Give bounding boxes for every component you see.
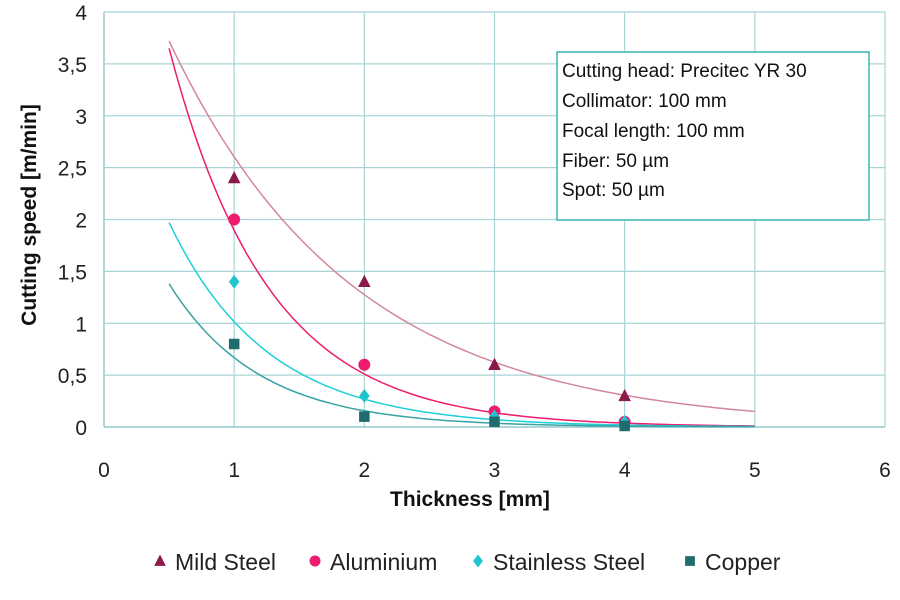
data-point-copper: [359, 411, 370, 422]
data-point-aluminium: [358, 358, 371, 371]
x-axis-title: Thickness [mm]: [390, 488, 550, 511]
x-tick-label: 3: [489, 459, 501, 482]
y-tick-label: 1,5: [58, 261, 87, 284]
data-point-mild-steel: [488, 357, 501, 370]
y-tick-label: 1: [75, 313, 87, 336]
legend-marker-mild-steel: [154, 554, 166, 566]
annotation-line: Spot: 50 µm: [562, 180, 665, 201]
y-tick-label: 3,5: [58, 54, 87, 77]
x-tick-label: 2: [358, 459, 370, 482]
legend-marker-copper: [685, 556, 695, 566]
annotation-line: Fiber: 50 µm: [562, 151, 669, 172]
data-point-stainless-steel: [228, 274, 240, 289]
data-points: [227, 171, 631, 432]
x-tick-labels: 0 1 2 3 4 5 6: [98, 459, 891, 482]
data-point-aluminium: [228, 213, 241, 226]
legend-label-mild-steel: Mild Steel: [175, 549, 276, 575]
y-axis-title: Cutting speed [m/min]: [18, 104, 41, 326]
legend-marker-stainless-steel: [473, 554, 483, 568]
x-tick-label: 6: [879, 459, 891, 482]
trendline-stainless-steel: [168, 222, 755, 428]
y-tick-label: 3: [75, 106, 87, 129]
trendline-copper: [168, 283, 755, 428]
x-tick-label: 1: [228, 459, 240, 482]
x-tick-label: 5: [749, 459, 761, 482]
x-tick-label: 0: [98, 459, 110, 482]
trendline-aluminium: [168, 48, 755, 427]
annotation-line: Collimator: 100 mm: [562, 91, 727, 112]
legend: Mild Steel Aluminium Stainless Steel Copper: [154, 549, 781, 575]
y-tick-label: 2: [75, 210, 87, 233]
data-point-copper: [228, 338, 240, 350]
annotation-frame: [556, 51, 870, 221]
y-tick-label: 4: [75, 2, 87, 25]
legend-marker-aluminium: [309, 555, 321, 567]
legend-label-stainless-steel: Stainless Steel: [493, 549, 645, 575]
x-tick-label: 4: [619, 459, 631, 482]
legend-label-copper: Copper: [705, 549, 781, 575]
y-tick-labels: 0 0,5 1 1,5 2 2,5 3 3,5 4: [58, 2, 88, 440]
y-tick-label: 2,5: [58, 158, 87, 181]
annotation-line: Focal length: 100 mm: [562, 121, 745, 142]
annotation-box: Cutting head: Precitec YR 30 Collimator:…: [556, 51, 870, 221]
data-point-stainless-steel: [359, 388, 370, 403]
data-point-copper: [489, 416, 500, 428]
trendline-mild-steel: [168, 40, 755, 413]
data-point-mild-steel: [227, 171, 241, 184]
y-tick-label: 0,5: [58, 365, 87, 388]
data-point-copper: [619, 420, 630, 432]
data-point-mild-steel: [618, 388, 631, 402]
data-point-mild-steel: [358, 274, 371, 287]
trendlines: [168, 40, 755, 428]
legend-label-aluminium: Aluminium: [330, 549, 437, 575]
y-tick-label: 0: [75, 417, 87, 440]
annotation-line: Cutting head: Precitec YR 30: [562, 61, 807, 82]
